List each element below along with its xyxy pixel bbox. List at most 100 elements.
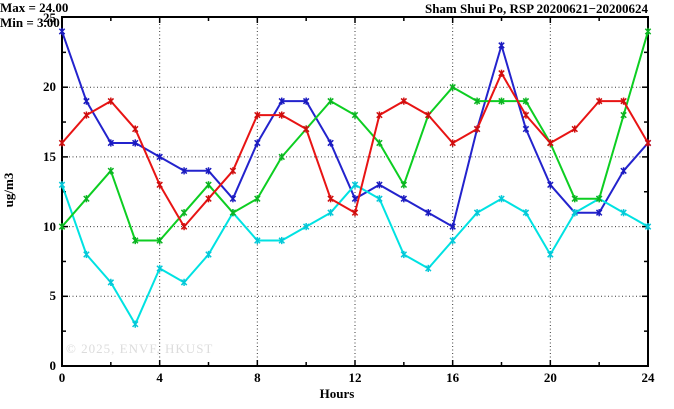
red-line-marker xyxy=(425,111,432,119)
data-point xyxy=(327,139,334,147)
blue-line-marker xyxy=(302,97,310,105)
data-point xyxy=(302,97,310,105)
data-point xyxy=(83,97,90,105)
data-point xyxy=(595,209,603,216)
data-point xyxy=(351,195,359,202)
green-line-marker xyxy=(229,209,237,217)
blue-line-marker xyxy=(522,125,530,133)
green-line-marker xyxy=(132,236,139,245)
data-point xyxy=(58,28,66,35)
data-point xyxy=(425,209,432,216)
green-line-marker xyxy=(498,97,505,105)
cyan-line-marker xyxy=(83,250,90,259)
data-point xyxy=(376,195,383,202)
data-point xyxy=(254,111,261,119)
data-point xyxy=(83,251,90,258)
cyan-line xyxy=(61,183,649,326)
green-line-marker xyxy=(180,209,188,217)
data-point xyxy=(156,265,163,272)
blue-line-marker xyxy=(595,209,603,217)
data-point xyxy=(302,223,310,230)
y-tick-label: 10 xyxy=(43,218,56,234)
green-line-marker xyxy=(156,236,163,245)
data-point xyxy=(400,181,408,189)
cyan-line-marker xyxy=(327,209,334,217)
data-point xyxy=(254,195,261,202)
red-line-marker xyxy=(327,195,334,203)
data-point xyxy=(498,195,505,202)
data-point xyxy=(205,251,212,258)
annotation-min: Min = 3.00 xyxy=(0,15,60,30)
green-line-marker xyxy=(400,181,408,189)
data-point xyxy=(473,97,481,105)
data-point xyxy=(156,237,163,244)
blue-line-marker xyxy=(180,167,188,175)
cyan-line-marker xyxy=(571,209,578,217)
green-line-marker xyxy=(278,153,285,161)
red-line-marker xyxy=(620,97,627,105)
data-point xyxy=(132,237,139,244)
green-line-marker xyxy=(571,195,578,203)
data-point xyxy=(644,223,652,230)
data-point xyxy=(400,251,408,258)
red-line-marker xyxy=(107,97,115,105)
x-tick-label: 24 xyxy=(641,370,655,385)
data-point xyxy=(180,209,188,216)
data-point xyxy=(351,111,359,119)
data-point xyxy=(571,125,578,133)
data-point xyxy=(327,97,334,105)
data-point xyxy=(571,195,578,202)
data-point xyxy=(205,167,212,175)
cyan-line-marker xyxy=(351,181,359,189)
green-line-marker xyxy=(107,167,115,175)
data-point xyxy=(376,111,383,119)
data-point xyxy=(58,223,66,230)
blue-line-marker xyxy=(83,97,90,105)
data-point xyxy=(156,153,163,161)
data-point xyxy=(620,111,627,119)
data-point xyxy=(547,251,554,258)
data-point xyxy=(107,167,115,175)
blue-line-marker xyxy=(498,41,505,49)
red-line xyxy=(61,72,649,228)
data-point xyxy=(498,42,505,49)
y-tick-label: 15 xyxy=(43,148,56,164)
data-point xyxy=(132,125,139,133)
blue-line-marker xyxy=(58,27,66,36)
blue-line-marker xyxy=(278,97,285,105)
data-point xyxy=(229,209,237,216)
data-point xyxy=(205,181,212,189)
data-point xyxy=(620,97,627,105)
data-point xyxy=(547,181,554,189)
data-point xyxy=(132,320,139,328)
data-point xyxy=(229,167,237,175)
cyan-line-marker xyxy=(132,320,139,328)
x-tick-label: 0 xyxy=(58,370,66,385)
y-tick-label: 25 xyxy=(43,9,56,25)
green-line-marker xyxy=(327,97,334,105)
cyan-line-marker xyxy=(205,250,212,259)
data-point xyxy=(205,195,212,202)
red-line-marker xyxy=(229,167,237,175)
data-point xyxy=(644,28,652,35)
data-point xyxy=(107,139,115,147)
data-point xyxy=(522,125,530,133)
data-point xyxy=(425,265,432,272)
data-point xyxy=(522,209,530,216)
x-axis-title: Hours xyxy=(319,386,355,401)
data-point xyxy=(132,139,139,147)
blue-line-marker xyxy=(132,139,139,147)
cyan-line-marker xyxy=(498,195,505,203)
red-line-marker xyxy=(351,209,359,217)
blue-line-marker xyxy=(547,181,554,189)
x-tick-label: 4 xyxy=(156,370,163,385)
cyan-line-marker xyxy=(522,209,530,217)
data-point xyxy=(83,195,90,202)
blue-line-marker xyxy=(205,167,212,175)
red-line-marker xyxy=(278,111,285,119)
data-point xyxy=(595,97,603,105)
data-point xyxy=(229,195,237,202)
data-point xyxy=(498,97,505,105)
data-point xyxy=(107,97,115,105)
